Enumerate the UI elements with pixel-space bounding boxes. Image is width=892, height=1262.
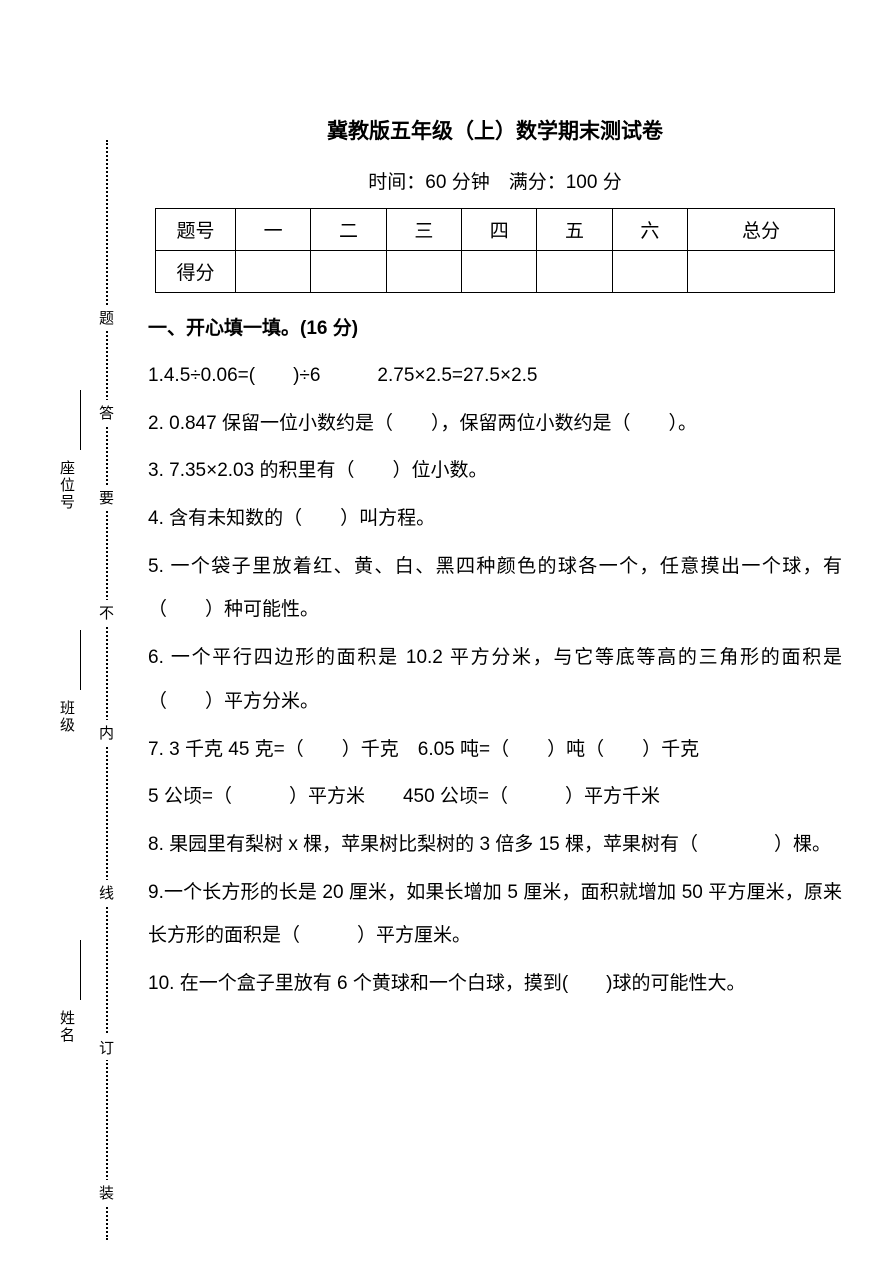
table-cell <box>236 251 311 293</box>
score-table: 题号 一 二 三 四 五 六 总分 得分 <box>155 208 835 293</box>
margin-char-da: 答 <box>99 400 114 425</box>
table-header-cell: 总分 <box>688 209 835 251</box>
section-heading-1: 一、开心填一填。(16 分) <box>148 313 842 340</box>
margin-label-name: 姓名 <box>56 1010 77 1044</box>
question-7: 7. 3 千克 45 克=（ ）千克 6.05 吨=（ ）吨（ ）千克 <box>148 728 842 772</box>
table-row: 得分 <box>156 251 835 293</box>
exam-title: 冀教版五年级（上）数学期末测试卷 <box>148 115 842 145</box>
exam-subtitle: 时间：60 分钟 满分：100 分 <box>148 167 842 194</box>
field-line-class <box>80 630 81 690</box>
margin-char-xian: 线 <box>99 880 114 905</box>
table-cell <box>537 251 612 293</box>
question-9: 9.一个长方形的长是 20 厘米，如果长增加 5 厘米，面积就增加 50 平方厘… <box>148 871 842 958</box>
field-line-seat <box>80 390 81 450</box>
question-5: 5. 一个袋子里放着红、黄、白、黑四种颜色的球各一个，任意摸出一个球，有（ ）种… <box>148 545 842 632</box>
margin-char-nei: 内 <box>99 720 114 745</box>
question-10: 10. 在一个盒子里放有 6 个黄球和一个白球，摸到( )球的可能性大。 <box>148 962 842 1006</box>
table-header-cell: 二 <box>311 209 386 251</box>
margin-char-ding: 订 <box>99 1035 114 1060</box>
field-line-name <box>80 940 81 1000</box>
question-3: 3. 7.35×2.03 的积里有（ ）位小数。 <box>148 449 842 493</box>
table-row: 题号 一 二 三 四 五 六 总分 <box>156 209 835 251</box>
binding-margin: 装 订 线 内 不 要 答 题 姓名 班级 座位号 <box>58 140 138 1240</box>
table-header-cell: 三 <box>386 209 461 251</box>
question-1: 1.4.5÷0.06=( )÷6 2.75×2.5=27.5×2.5 <box>148 354 842 398</box>
margin-char-ti: 题 <box>99 305 114 330</box>
table-cell: 得分 <box>156 251 236 293</box>
margin-char-zhuang: 装 <box>99 1180 114 1205</box>
margin-char-yao: 要 <box>99 485 114 510</box>
question-4: 4. 含有未知数的（ ）叫方程。 <box>148 497 842 541</box>
table-cell <box>311 251 386 293</box>
margin-label-class: 班级 <box>56 700 77 734</box>
table-cell <box>462 251 537 293</box>
question-2: 2. 0.847 保留一位小数约是（ ），保留两位小数约是（ ）。 <box>148 402 842 446</box>
content-area: 冀教版五年级（上）数学期末测试卷 时间：60 分钟 满分：100 分 题号 一 … <box>138 0 872 1010</box>
table-header-cell: 四 <box>462 209 537 251</box>
question-7b: 5 公顷=（ ）平方米 450 公顷=（ ）平方千米 <box>148 775 842 819</box>
question-8: 8. 果园里有梨树 x 棵，苹果树比梨树的 3 倍多 15 棵，苹果树有（ ）棵… <box>148 823 842 867</box>
table-header-cell: 五 <box>537 209 612 251</box>
table-cell <box>612 251 687 293</box>
table-header-cell: 题号 <box>156 209 236 251</box>
margin-label-seat: 座位号 <box>56 460 77 511</box>
table-header-cell: 六 <box>612 209 687 251</box>
table-cell <box>386 251 461 293</box>
table-header-cell: 一 <box>236 209 311 251</box>
table-cell <box>688 251 835 293</box>
margin-char-bu: 不 <box>99 600 114 625</box>
question-6: 6. 一个平行四边形的面积是 10.2 平方分米，与它等底等高的三角形的面积是（… <box>148 636 842 723</box>
